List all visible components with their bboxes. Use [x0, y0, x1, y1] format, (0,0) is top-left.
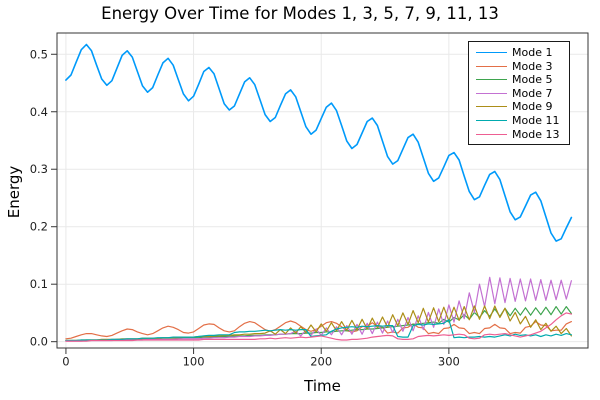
legend-label: Mode 5: [512, 73, 553, 87]
x-tick-label: 0: [62, 355, 69, 369]
legend-item-mode-1: Mode 1: [476, 47, 563, 58]
legend-line-swatch: [476, 65, 507, 67]
x-axis-label: Time: [304, 377, 341, 395]
y-axis-label: Energy: [5, 165, 23, 219]
legend-line-swatch: [476, 92, 507, 94]
legend: Mode 1 Mode 3 Mode 5 Mode 7 Mode 9 Mode 11 Mod…: [468, 41, 570, 145]
legend-item-mode-11: Mode 11: [476, 115, 563, 126]
chart-title: Energy Over Time for Modes 1, 3, 5, 7, 9…: [101, 4, 499, 23]
legend-label: Mode 1: [512, 46, 553, 59]
series-line-mode-13: [65, 312, 573, 342]
y-tick-label: 0.1: [30, 277, 48, 291]
legend-label: Mode 9: [512, 100, 553, 114]
legend-item-mode-7: Mode 7: [476, 88, 563, 99]
legend-item-mode-3: Mode 3: [476, 61, 563, 72]
plot-frame: [56, 32, 589, 349]
legend-line-swatch: [476, 119, 507, 121]
x-tick-label: 200: [310, 355, 332, 369]
legend-label: Mode 7: [512, 86, 553, 100]
y-tick-label: 0.3: [30, 162, 48, 176]
y-tick-label: 0.5: [30, 47, 48, 61]
series-lines: [65, 43, 573, 342]
y-tick-label: 0.2: [30, 220, 48, 234]
axis-ticks: 0 100 200 300 0.0 0.1 0.2 0.3 0.4 0.5: [30, 47, 460, 368]
y-tick-label: 0.0: [30, 335, 48, 349]
legend-line-swatch: [476, 106, 507, 108]
x-tick-label: 100: [183, 355, 205, 369]
legend-line-swatch: [476, 52, 507, 53]
legend-item-mode-13: Mode 13: [476, 129, 563, 140]
series-line-mode-1: [65, 43, 573, 242]
y-tick-label: 0.4: [30, 105, 48, 119]
legend-line-swatch: [476, 79, 507, 81]
legend-line-swatch: [476, 133, 507, 135]
legend-label: Mode 13: [512, 127, 560, 141]
legend-label: Mode 11: [512, 113, 560, 127]
legend-item-mode-5: Mode 5: [476, 74, 563, 85]
gridlines: [57, 33, 588, 348]
legend-item-mode-9: Mode 9: [476, 101, 563, 112]
series-line-mode-11: [65, 319, 573, 342]
x-tick-label: 300: [438, 355, 460, 369]
legend-label: Mode 3: [512, 59, 553, 73]
